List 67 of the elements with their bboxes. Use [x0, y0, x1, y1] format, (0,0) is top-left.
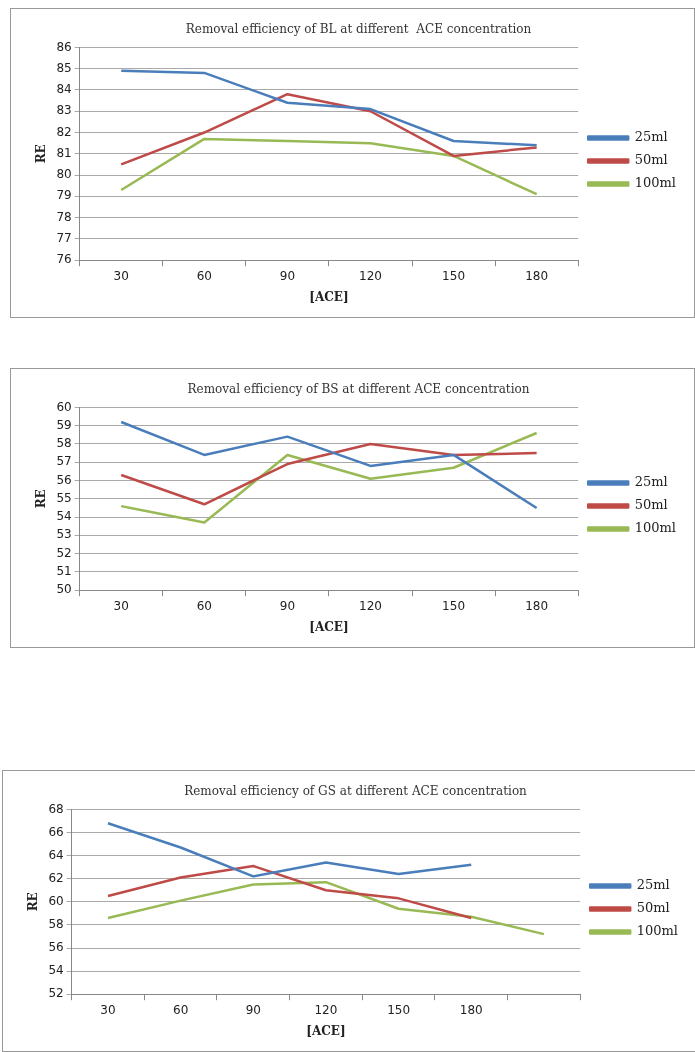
chart-title: Removal efficiency of BS at different ACE concentration — [187, 382, 530, 397]
y-axis-title: RE — [26, 892, 41, 912]
y-tick-label: 57 — [56, 454, 72, 469]
x-tick-label: 180 — [459, 1002, 483, 1017]
y-tick-label: 82 — [56, 124, 72, 139]
y-tick-label: 55 — [56, 490, 72, 505]
legend-label: 50ml — [634, 497, 668, 513]
x-tick-label: 180 — [525, 598, 549, 613]
y-tick-label: 53 — [56, 527, 72, 542]
x-tick-label: 60 — [173, 1002, 189, 1017]
x-tick-label: 90 — [279, 268, 296, 283]
y-tick-label: 52 — [56, 545, 72, 560]
x-tick-label: 120 — [314, 1002, 338, 1017]
x-tick-label: 120 — [359, 268, 382, 283]
y-tick-label: 86 — [56, 39, 72, 54]
y-tick-label: 79 — [56, 188, 72, 203]
y-axis-title: RE — [34, 144, 49, 164]
x-tick-label: 30 — [100, 1002, 116, 1017]
x-tick-label: 150 — [387, 1002, 411, 1017]
x-tick-label: 150 — [442, 268, 466, 283]
y-tick-label: 56 — [48, 940, 64, 955]
x-tick-label: 30 — [113, 268, 129, 283]
y-axis-title: RE — [34, 489, 49, 509]
y-tick-label: 83 — [56, 103, 72, 118]
x-axis-title: [ACE] — [306, 1023, 346, 1038]
y-tick-label: 52 — [48, 986, 64, 1001]
x-tick-label: 150 — [442, 598, 466, 613]
legend-label: 25ml — [636, 877, 670, 893]
y-tick-label: 66 — [48, 824, 64, 839]
y-tick-label: 54 — [56, 509, 72, 524]
y-tick-label: 59 — [56, 417, 72, 432]
y-tick-label: 84 — [56, 82, 72, 97]
x-tick-label: 90 — [245, 1002, 261, 1017]
y-tick-label: 76 — [56, 252, 72, 267]
y-tick-label: 64 — [48, 847, 64, 862]
x-tick-label: 30 — [113, 598, 129, 613]
y-tick-label: 60 — [56, 399, 72, 414]
legend-label: 50ml — [634, 152, 668, 168]
y-tick-label: 81 — [56, 145, 72, 160]
chart-title: Removal efficiency of GS at different ACE concentration — [184, 784, 528, 799]
x-tick-label: 90 — [279, 598, 296, 613]
x-tick-label: 180 — [525, 268, 549, 283]
legend-label: 100ml — [636, 923, 679, 939]
y-tick-label: 78 — [56, 209, 72, 224]
legend-label: 100ml — [634, 175, 677, 191]
x-tick-label: 60 — [196, 598, 212, 613]
x-tick-label: 60 — [196, 268, 212, 283]
legend-label: 25ml — [634, 474, 668, 490]
chart-title: Removal efficiency of BL at different ACE concentration — [185, 22, 532, 37]
legend-label: 25ml — [634, 129, 668, 145]
y-tick-label: 54 — [48, 963, 64, 978]
y-tick-label: 50 — [56, 582, 72, 597]
legend-label: 50ml — [636, 900, 670, 916]
y-tick-label: 85 — [56, 60, 72, 75]
y-tick-label: 58 — [56, 436, 72, 451]
x-tick-label: 120 — [359, 598, 382, 613]
legend-label: 100ml — [634, 520, 677, 536]
y-tick-label: 51 — [56, 564, 72, 579]
y-tick-label: 58 — [48, 917, 64, 932]
y-tick-label: 80 — [56, 167, 72, 182]
x-axis-title: [ACE] — [309, 289, 349, 304]
y-tick-label: 77 — [56, 231, 72, 246]
y-tick-label: 60 — [48, 893, 64, 908]
x-axis-title: [ACE] — [309, 619, 349, 634]
y-tick-label: 68 — [48, 801, 64, 816]
y-tick-label: 62 — [48, 870, 64, 885]
y-tick-label: 56 — [56, 472, 72, 487]
